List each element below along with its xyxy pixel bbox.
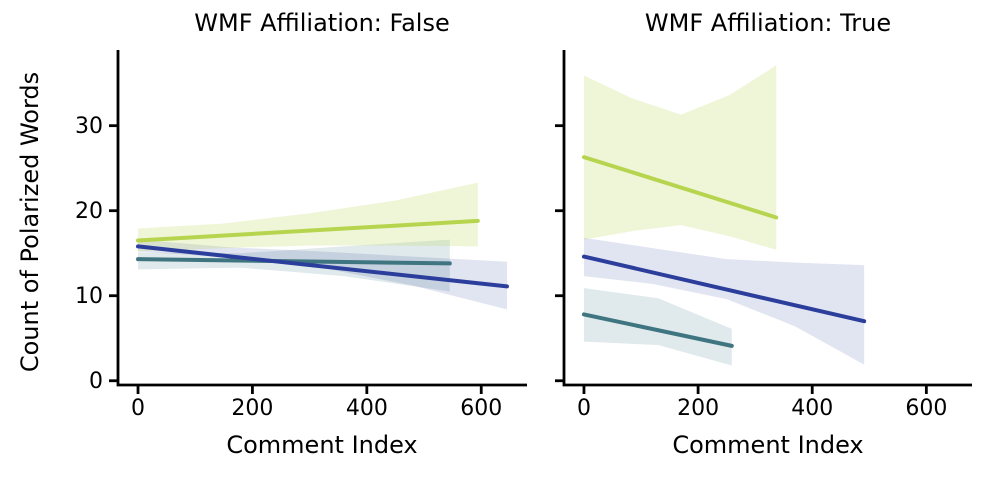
y-tick-label: 20 <box>75 199 103 224</box>
series-yellowgreen-confidence-band <box>138 182 478 252</box>
x-tick-label: 600 <box>460 396 502 421</box>
series-teal-confidence-band <box>138 239 450 292</box>
x-tick-label: 600 <box>905 396 947 421</box>
series-teal-trend-line <box>581 312 734 348</box>
x-axis-label-false: Comment Index <box>226 431 418 459</box>
y-axis-label: Count of Polarized Words <box>16 71 44 373</box>
y-tick-label: 10 <box>75 284 103 309</box>
x-tick-label: 200 <box>677 396 719 421</box>
panel-title-true: WMF Affiliation: True <box>644 9 892 37</box>
x-axis-label-true: Comment Index <box>672 431 864 459</box>
x-tick-label: 0 <box>577 396 591 421</box>
panel-title-false: WMF Affiliation: False <box>194 9 450 37</box>
series-yellowgreen-confidence-band <box>583 65 777 250</box>
y-tick-label: 0 <box>89 369 103 394</box>
axis-spines <box>116 50 527 387</box>
series-yellowgreen-trend-line <box>136 218 480 243</box>
series-yellowgreen-trend-line <box>581 155 779 220</box>
panel-false: 0 200 400 600 0 10 20 30 <box>75 50 527 421</box>
series-blue-confidence-band <box>583 237 865 365</box>
x-tick-label: 400 <box>791 396 833 421</box>
panel-true: 0 200 400 600 <box>555 50 972 421</box>
series-blue-trend-line <box>581 254 867 324</box>
x-tick-label: 200 <box>231 396 273 421</box>
series-teal-confidence-band <box>583 288 732 366</box>
x-tick-label: 400 <box>346 396 388 421</box>
axis-spines <box>562 50 972 387</box>
y-tick-label: 30 <box>75 114 103 139</box>
x-tick-label: 0 <box>131 396 145 421</box>
series-blue-trend-line <box>136 244 509 289</box>
